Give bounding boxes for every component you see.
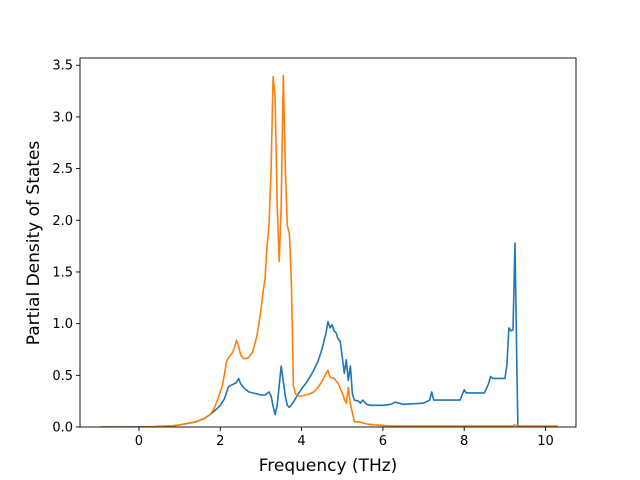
axes: 0 2 4 6 8 10 0.0 0.5 1.0 1.5 2.0 2.5 3.0 3.5 bbox=[52, 57, 577, 449]
y-tick-label: 2.5 bbox=[52, 162, 73, 177]
x-tick-label: 2 bbox=[216, 434, 224, 449]
y-tick-label: 0.0 bbox=[52, 421, 73, 436]
x-tick-label: 10 bbox=[537, 434, 554, 449]
plot-area bbox=[100, 74, 558, 427]
series-line-1 bbox=[100, 242, 558, 427]
x-tick-label: 6 bbox=[379, 434, 387, 449]
axes-frame bbox=[79, 57, 577, 428]
y-axis-label: Partial Density of States bbox=[24, 141, 44, 346]
series-line-2 bbox=[100, 74, 558, 427]
y-tick-label: 1.5 bbox=[52, 265, 73, 280]
x-tick-label: 4 bbox=[297, 434, 305, 449]
x-axis-label: Frequency (THz) bbox=[259, 456, 398, 476]
y-tick-label: 3.5 bbox=[52, 59, 73, 74]
y-tick-label: 3.0 bbox=[52, 110, 73, 125]
y-tick-label: 2.0 bbox=[52, 214, 73, 229]
y-tick-label: 0.5 bbox=[52, 369, 73, 384]
x-tick-label: 0 bbox=[135, 434, 143, 449]
y-tick-label: 1.0 bbox=[52, 317, 73, 332]
x-tick-label: 8 bbox=[460, 434, 468, 449]
